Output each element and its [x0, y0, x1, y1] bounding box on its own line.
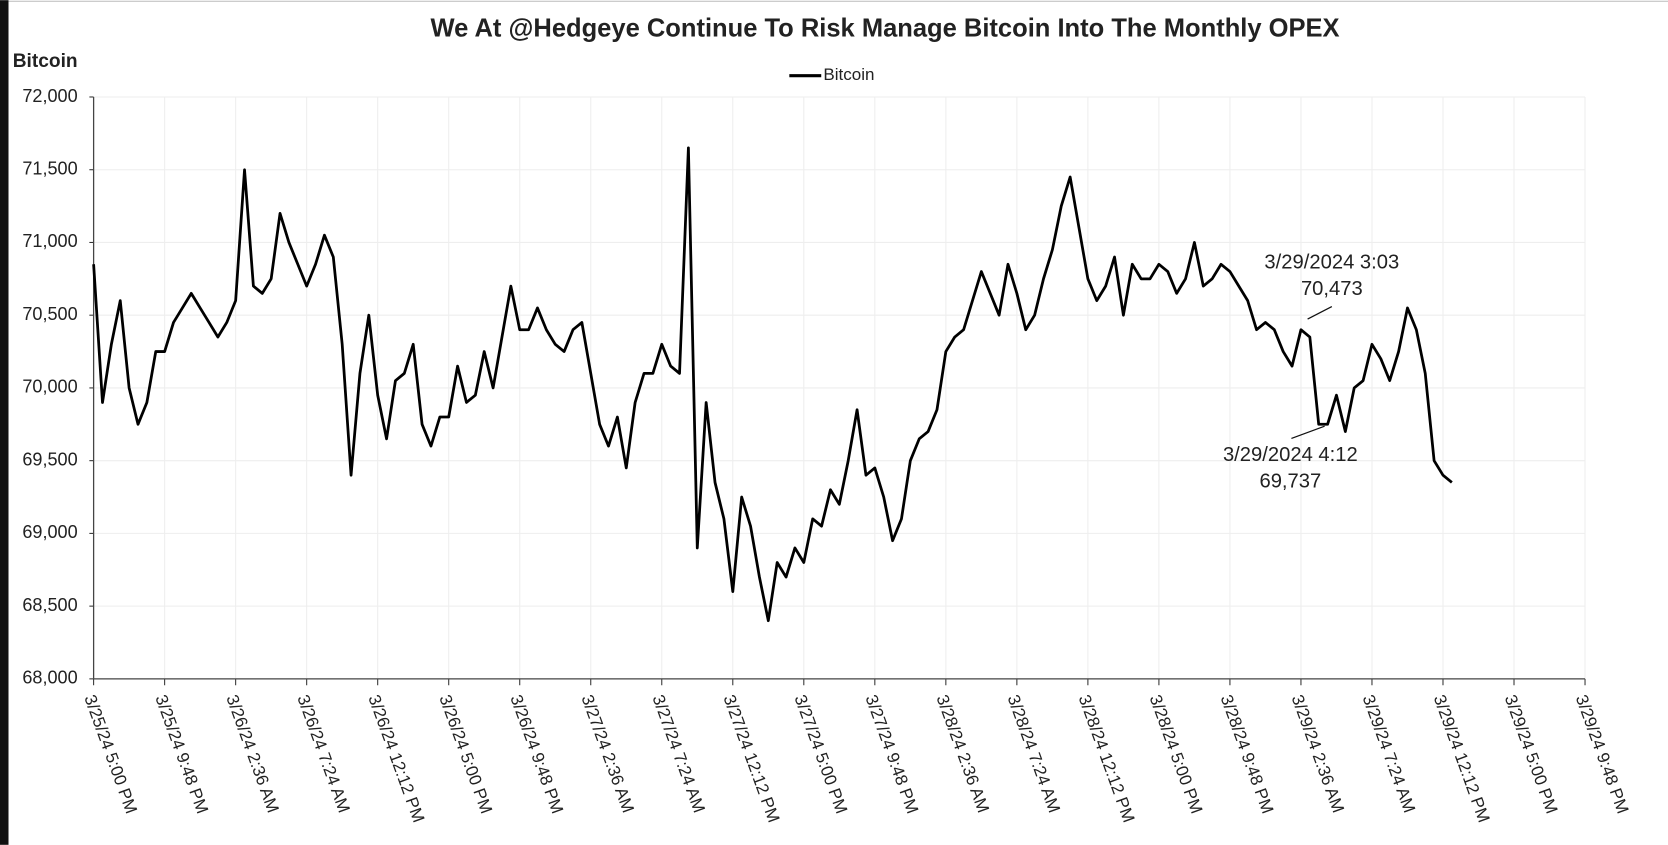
annotation-leader [1307, 305, 1333, 320]
chart-title: We At @Hedgeye Continue To Risk Manage B… [431, 15, 1340, 43]
y-tick-label: 68,000 [22, 668, 77, 688]
annotation-value: 70,473 [1301, 278, 1363, 300]
y-tick-label: 69,000 [22, 522, 77, 542]
y-tick-label: 70,000 [22, 377, 77, 397]
legend-label: Bitcoin [823, 65, 874, 84]
y-tick-label: 69,500 [22, 449, 77, 469]
y-tick-label: 68,500 [22, 595, 77, 615]
annotation-text: 3/29/2024 3:03 [1264, 251, 1399, 273]
y-tick-label: 70,500 [22, 304, 77, 324]
y-axis-title: Bitcoin [13, 51, 78, 72]
annotation-value: 69,737 [1259, 470, 1321, 492]
y-tick-label: 72,000 [22, 86, 77, 106]
left-edge [0, 0, 9, 845]
y-tick-label: 71,500 [22, 159, 77, 179]
annotation-leader [1291, 425, 1325, 440]
data-line [92, 146, 1453, 623]
annotation-text: 3/29/2024 4:12 [1223, 444, 1358, 466]
y-tick-label: 71,000 [22, 231, 77, 251]
